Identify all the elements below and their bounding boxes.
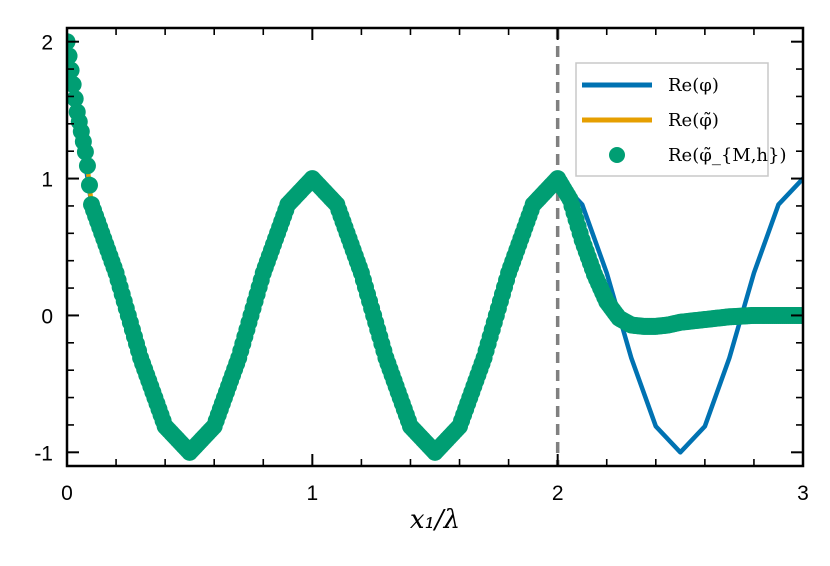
- legend-label: Re(φ): [668, 75, 719, 96]
- legend-swatch: [609, 147, 625, 163]
- data-point: [76, 143, 94, 161]
- data-point: [67, 47, 78, 65]
- legend-label: Re(φ̃): [668, 110, 719, 131]
- x-tick-label: 0: [61, 482, 73, 505]
- y-tick-label: 2: [41, 32, 53, 55]
- y-tick-label: 1: [41, 169, 53, 192]
- x-tick-label: 1: [306, 482, 318, 505]
- legend-label: Re(φ̃_{M,h}): [668, 145, 787, 166]
- y-tick-label: 0: [41, 305, 53, 328]
- data-point: [80, 176, 98, 194]
- plot-area: [67, 28, 803, 466]
- axis-ticks: 0 1 2 3 -1 0 1 2: [34, 28, 809, 505]
- data-point: [67, 75, 82, 93]
- x-tick-label: 3: [797, 482, 809, 505]
- data-point: [67, 90, 84, 108]
- data-point: [78, 157, 96, 175]
- data-point: [67, 61, 80, 79]
- x-axis-label: x₁/λ: [410, 505, 460, 535]
- plot-frame: [65, 26, 805, 468]
- legend: Re(φ) Re(φ̃) Re(φ̃_{M,h}): [575, 62, 787, 177]
- series-markers: [67, 33, 803, 461]
- x-tick-label: 2: [552, 482, 564, 505]
- y-tick-label: -1: [34, 442, 53, 465]
